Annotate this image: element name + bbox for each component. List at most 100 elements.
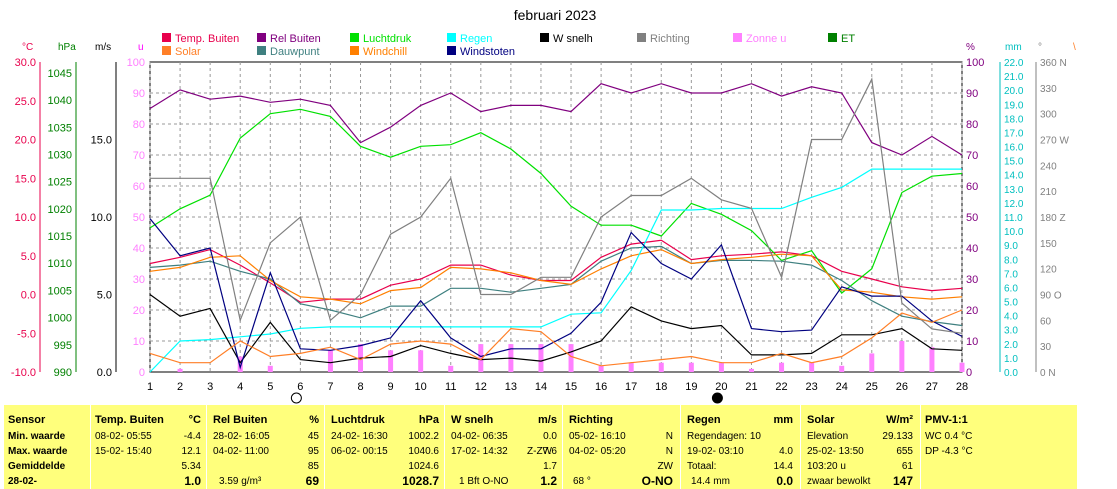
series-lines — [149, 77, 963, 373]
tick-wind-2: 5.0 — [97, 290, 112, 302]
tick-temp-4: 10.0 — [15, 212, 36, 224]
tick-rain-10: 12.0 — [1004, 199, 1024, 210]
stats-solar-current-sub: zwaar bewolkt — [807, 476, 871, 487]
legend-swatch-3 — [257, 46, 266, 55]
tick-sun-9: 10 — [133, 336, 145, 348]
stats-wind-max: 7.6 — [543, 446, 557, 457]
tick-hum-4: 60 — [966, 181, 978, 193]
stats-temp-max-time: 15-02- 15:40 — [95, 446, 152, 457]
tick-rain-7: 15.0 — [1004, 157, 1024, 168]
tick-temp-8: -10.0 — [11, 367, 36, 379]
tick-dir-1: 330 — [1040, 84, 1057, 95]
stats-solar-hours-label: 103:20 u — [807, 461, 846, 472]
axis-ticks: 30.025.020.015.010.05.00.0-5.0-10.010451… — [11, 57, 1070, 393]
tick-rain-17: 5.0 — [1004, 298, 1018, 309]
stats-press-max: 1040.6 — [408, 446, 439, 457]
stats-dir-column: Richting 05-02- 16:10 N 04-02- 05:20 N ZW … — [562, 405, 681, 489]
stats-hum-min: 45 — [307, 431, 319, 442]
sun-bar-24 — [839, 365, 845, 372]
legend-label-5: Windchill — [363, 46, 407, 58]
tick-hum-2: 80 — [966, 119, 978, 131]
series-line-4 — [149, 248, 963, 305]
stats-avg-label: Gemiddelde — [8, 461, 66, 472]
tick-sun-5: 50 — [133, 212, 145, 224]
tick-dir-2: 300 — [1040, 110, 1057, 121]
tick-press-4: 1025 — [48, 177, 72, 189]
tick-x-19: 19 — [685, 381, 697, 393]
tick-x-3: 3 — [207, 381, 213, 393]
stats-wind-unit: m/s — [538, 414, 557, 426]
stats-hum-current: 69 — [305, 474, 319, 488]
tick-rain-20: 2.0 — [1004, 340, 1018, 351]
stats-hum-title: Rel Buiten — [213, 414, 268, 426]
tick-x-22: 22 — [775, 381, 787, 393]
stats-solar-max-time: 25-02- 13:50 — [807, 446, 864, 457]
tick-wind-1: 10.0 — [91, 212, 112, 224]
tick-hum-9: 10 — [966, 336, 978, 348]
tick-x-16: 16 — [595, 381, 607, 393]
tick-sun-10: 0 — [139, 367, 145, 379]
tick-hum-8: 20 — [966, 305, 978, 317]
tick-press-0: 1045 — [48, 68, 72, 80]
stats-hum-column: Rel Buiten% 28-02- 16:05 45 04-02- 11:00 9… — [206, 405, 325, 489]
tick-hum-6: 40 — [966, 243, 978, 255]
tick-x-18: 18 — [655, 381, 667, 393]
series-line-7 — [149, 218, 963, 370]
tick-x-28: 28 — [956, 381, 968, 393]
stats-solar-hours: 61 — [901, 461, 913, 472]
stats-pmv-title: PMV-1:1 — [925, 414, 968, 426]
stats-wind-min-time: 04-02- 06:35 — [451, 431, 508, 442]
tick-x-7: 7 — [327, 381, 333, 393]
stats-wind-current-sub: 1 Bft O-NO — [459, 476, 509, 487]
legend-label-8: W snelh — [553, 33, 593, 45]
series-line-2 — [149, 108, 963, 294]
stats-sensor-column: Sensor Min. waarde Max. waarde Gemiddeld… — [4, 405, 90, 489]
stats-rain-current: 0.0 — [776, 474, 793, 488]
tick-x-5: 5 — [267, 381, 273, 393]
tick-press-3: 1030 — [48, 149, 72, 161]
tick-x-23: 23 — [806, 381, 818, 393]
tick-rain-11: 11.0 — [1004, 213, 1023, 224]
sun-bar-19 — [688, 362, 694, 372]
legend-swatch-0 — [162, 33, 171, 42]
legend-label-6: Regen — [460, 33, 492, 45]
moon-markers — [290, 392, 723, 404]
tick-rain-21: 1.0 — [1004, 354, 1018, 365]
sun-bar-25 — [869, 353, 875, 372]
tick-sun-1: 90 — [133, 88, 145, 100]
tick-press-11: 990 — [54, 367, 72, 379]
legend-label-7: Windstoten — [460, 46, 515, 58]
tick-rain-12: 10.0 — [1004, 227, 1024, 238]
tick-sun-0: 100 — [127, 57, 145, 69]
tick-sun-7: 30 — [133, 274, 145, 286]
sun-bar-23 — [809, 362, 815, 372]
stats-rain-total-label: Totaal: — [687, 461, 717, 472]
tick-rain-13: 9.0 — [1004, 241, 1018, 252]
stats-temp-avg: 5.34 — [181, 461, 201, 472]
tick-x-26: 26 — [896, 381, 908, 393]
stats-solar-current: 147 — [892, 474, 913, 488]
tick-dir-11: 30 — [1040, 342, 1052, 353]
stats-rain-current-sub: 14.4 mm — [691, 476, 730, 487]
stats-wind-current: 1.2 — [540, 474, 557, 488]
stats-hum-unit: % — [309, 414, 319, 426]
tick-hum-0: 100 — [966, 57, 984, 69]
sun-bar-4 — [237, 356, 243, 372]
tick-wind-0: 15.0 — [91, 135, 112, 147]
tick-x-13: 13 — [505, 381, 517, 393]
stats-rain-max-time: 19-02- 03:10 — [687, 446, 744, 457]
stats-press-current: 1028.7 — [402, 474, 439, 488]
series-line-1 — [149, 83, 963, 156]
sun-bar-7 — [327, 350, 333, 372]
stats-dir-min: N — [665, 431, 673, 442]
legend-label-11: ET — [841, 33, 855, 45]
series-line-8 — [150, 77, 963, 334]
tick-rain-4: 18.0 — [1004, 114, 1024, 125]
tick-x-21: 21 — [745, 381, 757, 393]
legend-swatch-6 — [447, 33, 456, 42]
stats-wind-min: 0.0 — [543, 431, 557, 442]
sun-bar-10 — [418, 350, 424, 372]
sun-bar-26 — [899, 341, 905, 372]
tick-hum-10: 0 — [966, 367, 972, 379]
tick-rain-5: 17.0 — [1004, 128, 1024, 139]
